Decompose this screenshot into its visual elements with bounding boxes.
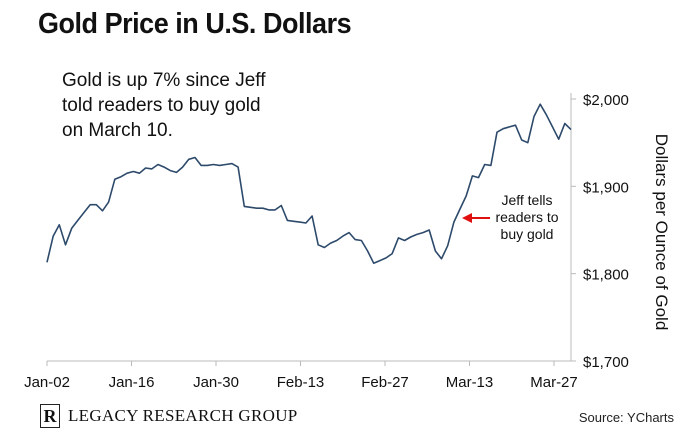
y-tick-label: $1,800 xyxy=(583,267,629,284)
logo-mark: R xyxy=(40,404,60,428)
source-note: Source: YCharts xyxy=(578,410,674,425)
annotation-box-line: Gold is up 7% since Jeff xyxy=(62,70,266,91)
x-tick-label: Jan-02 xyxy=(24,374,70,391)
legacy-research-logo: R LEGACY RESEARCH GROUP xyxy=(40,404,298,428)
gold-price-chart: Gold is up 7% since Jeff told readers to … xyxy=(24,70,671,391)
callout-line: buy gold xyxy=(501,226,554,242)
chart-title: Gold Price in U.S. Dollars xyxy=(38,8,352,40)
y-axis-label: Dollars per Ounce of Gold xyxy=(652,134,671,331)
gold-price-line xyxy=(46,103,572,264)
annotation-box-line: on March 10. xyxy=(62,120,173,141)
y-tick-label: $2,000 xyxy=(583,92,629,109)
callout-arrowhead xyxy=(462,213,472,223)
x-tick-label: Feb-13 xyxy=(277,374,325,391)
y-tick-label: $1,900 xyxy=(583,179,629,196)
annotation-box-line: told readers to buy gold xyxy=(62,95,261,116)
x-tick-label: Jan-30 xyxy=(193,374,239,391)
annotation-box: Gold is up 7% since Jeff told readers to … xyxy=(62,70,266,141)
x-tick-label: Mar-13 xyxy=(446,374,494,391)
y-tick-label: $1,700 xyxy=(583,354,629,371)
callout-line: Jeff tells xyxy=(501,192,552,208)
x-tick-label: Mar-27 xyxy=(530,374,578,391)
x-tick-label: Jan-16 xyxy=(109,374,155,391)
org-name: LEGACY RESEARCH GROUP xyxy=(68,406,298,425)
callout-line: readers to xyxy=(495,209,558,225)
x-tick-label: Feb-27 xyxy=(361,374,409,391)
